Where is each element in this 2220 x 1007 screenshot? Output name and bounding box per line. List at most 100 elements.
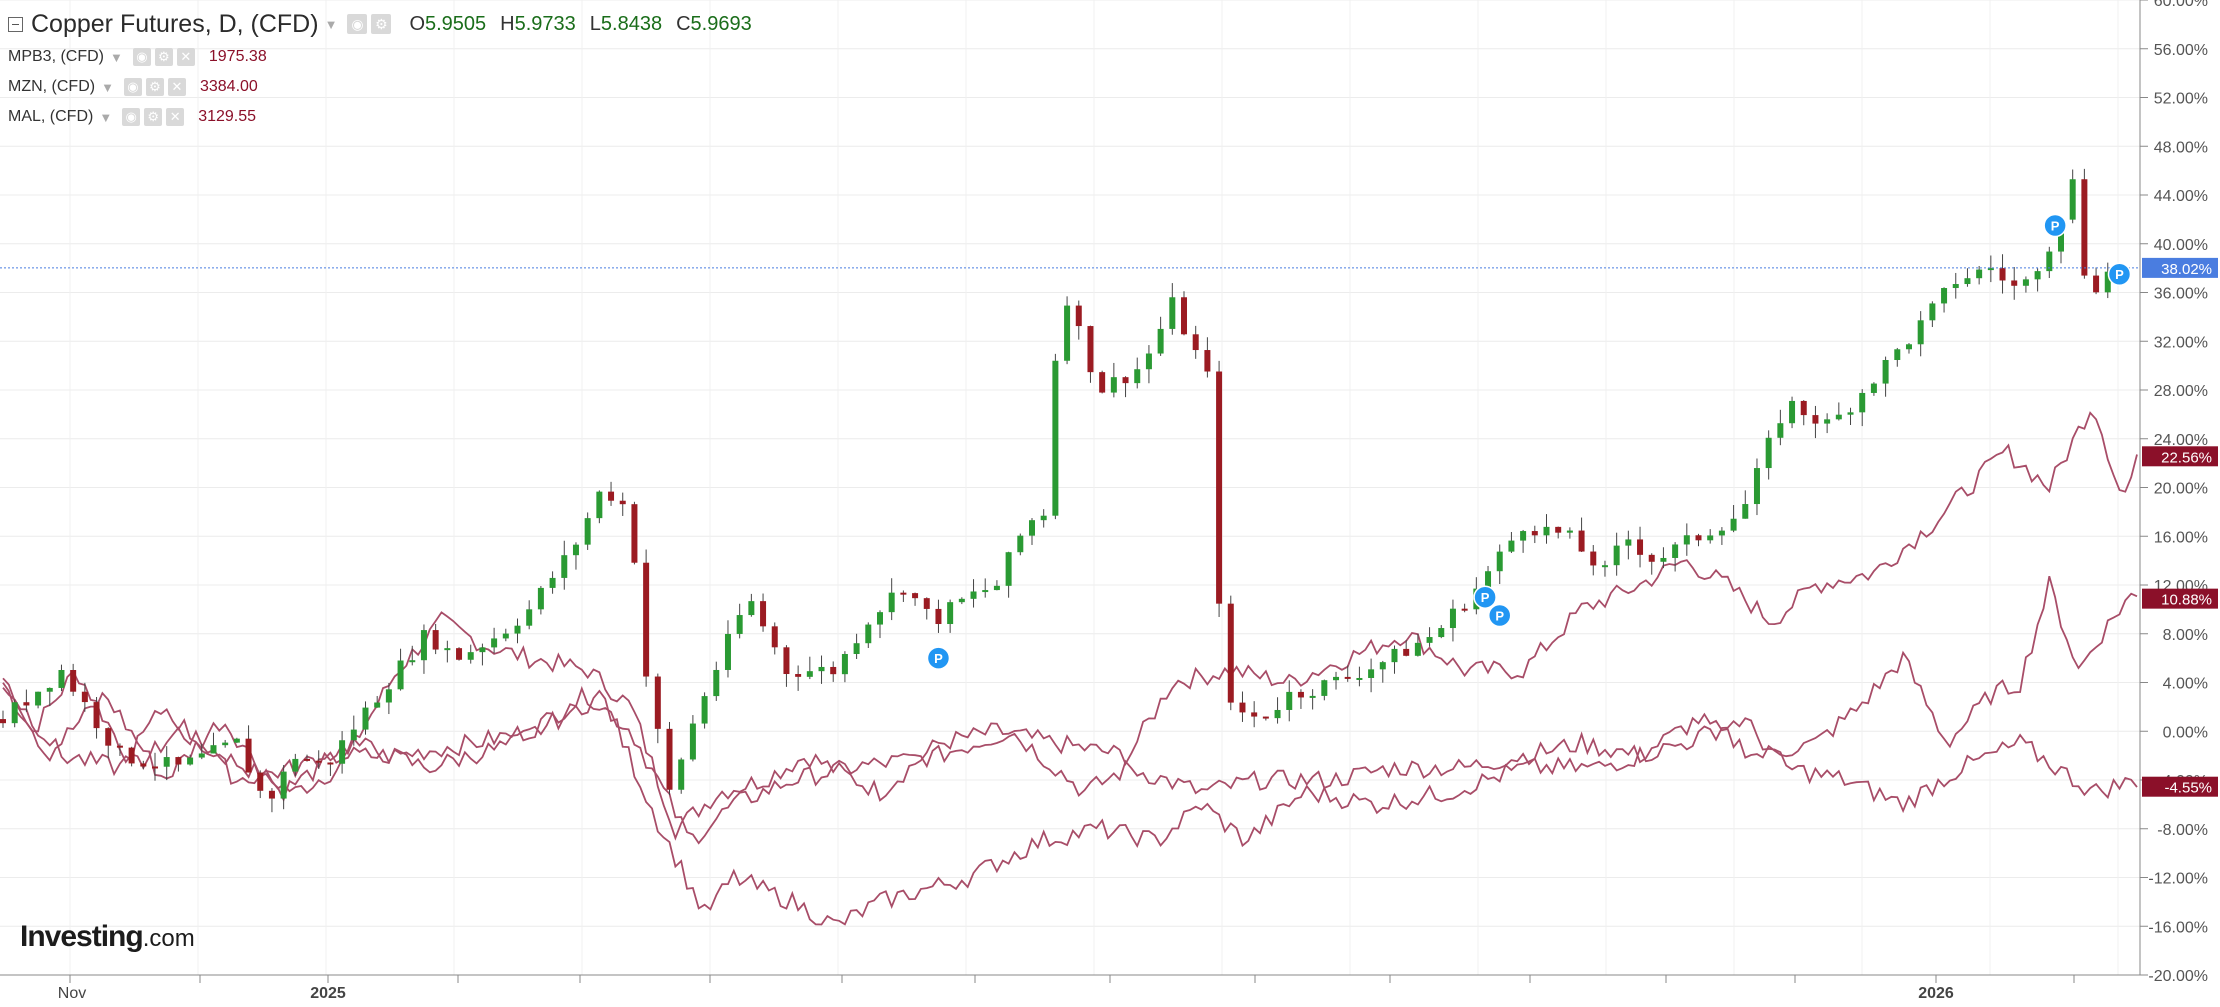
candle-body: [736, 615, 743, 634]
candle-body: [1262, 716, 1269, 719]
dropdown-caret-icon[interactable]: ▼: [99, 109, 113, 125]
candle-body: [2011, 280, 2018, 286]
compare-row-mpb3: MPB3, (CFD) ▼ ◉ ⚙ ✕ 1975.38: [8, 42, 752, 72]
compare-symbol[interactable]: MZN, (CFD): [8, 78, 96, 95]
candle-body: [1368, 669, 1375, 678]
candle-body: [795, 674, 802, 677]
candle-body: [1426, 637, 1433, 643]
candle-body: [46, 687, 53, 692]
dropdown-caret-icon[interactable]: ▼: [110, 49, 123, 65]
chart-legend: Copper Futures, D, (CFD) ▼ ◉ ⚙ O5.9505 H…: [8, 6, 752, 132]
candle-body: [467, 652, 474, 660]
gear-icon[interactable]: ⚙: [144, 108, 163, 126]
candle-body: [257, 772, 264, 791]
candle-body: [140, 763, 147, 767]
compare-symbol[interactable]: MPB3, (CFD): [8, 48, 104, 65]
candle-body: [1391, 648, 1398, 663]
candle-body: [93, 702, 100, 729]
compare-value: 3384.00: [199, 78, 258, 95]
candle-body: [1707, 535, 1714, 541]
candle-body: [1403, 648, 1410, 656]
candle-body: [2022, 279, 2029, 286]
candle-body: [619, 500, 626, 505]
y-tick-label: 8.00%: [2163, 627, 2208, 644]
candle-body: [912, 593, 919, 599]
gear-icon[interactable]: ⚙: [154, 48, 173, 66]
candle-body: [818, 666, 825, 672]
eye-icon[interactable]: ◉: [132, 48, 151, 66]
candle-body: [233, 738, 240, 743]
compare-series-line: [2, 411, 2138, 841]
candle-body: [1379, 662, 1386, 670]
candle-body: [1414, 642, 1421, 656]
candle-body: [1181, 297, 1188, 335]
candle-body: [1730, 518, 1737, 531]
compare-row-mal: MAL, (CFD) ▼ ◉ ⚙ ✕ 3129.55: [8, 102, 752, 132]
candle-body: [1648, 554, 1655, 562]
close-icon[interactable]: ✕: [176, 48, 195, 66]
candle-body: [1859, 392, 1866, 413]
candle-body: [923, 598, 930, 609]
close-icon[interactable]: ✕: [167, 78, 186, 96]
event-marker-p: [926, 646, 951, 670]
price-tag-label: 38.02%: [2161, 261, 2212, 278]
dropdown-caret-icon[interactable]: ▼: [101, 79, 114, 95]
close-icon[interactable]: ✕: [166, 108, 185, 126]
candle-body: [1543, 526, 1550, 536]
candle-body: [1461, 608, 1468, 611]
candle-body: [1905, 344, 1912, 350]
candle-body: [1976, 269, 1983, 279]
collapse-icon[interactable]: [8, 16, 23, 32]
compare-value: 1975.38: [208, 48, 267, 65]
price-tag: [2142, 588, 2218, 609]
event-marker-label: P: [1495, 608, 1504, 623]
y-tick-label: 16.00%: [2154, 529, 2208, 546]
compare-row-mzn: MZN, (CFD) ▼ ◉ ⚙ ✕ 3384.00: [8, 72, 752, 102]
candle-body: [2104, 271, 2111, 293]
candle-body: [608, 491, 615, 501]
compare-symbol[interactable]: MAL, (CFD): [8, 108, 94, 125]
y-tick-label: 60.00%: [2154, 0, 2208, 10]
candle-body: [362, 707, 369, 730]
candle-body: [0, 719, 6, 724]
candle-body: [1274, 709, 1281, 719]
candle-body: [1999, 268, 2006, 281]
candle-body: [1309, 695, 1316, 698]
candle-body: [701, 696, 708, 724]
price-tag: [2142, 446, 2218, 467]
candle-body: [292, 758, 299, 772]
eye-icon[interactable]: ◉: [347, 14, 368, 34]
x-tick-label: Nov: [58, 985, 86, 1002]
candle-body: [1333, 676, 1340, 681]
y-tick-label: 56.00%: [2154, 42, 2208, 59]
candle-body: [1683, 535, 1690, 545]
candle-body: [1438, 628, 1445, 638]
gear-icon[interactable]: ⚙: [371, 14, 392, 34]
dropdown-caret-icon[interactable]: ▼: [324, 16, 338, 32]
candle-body: [1485, 571, 1492, 589]
candle-body: [1894, 349, 1901, 360]
candle-body: [1216, 371, 1223, 604]
candle-body: [713, 669, 720, 697]
gear-icon[interactable]: ⚙: [145, 78, 164, 96]
candle-body: [1145, 353, 1152, 370]
candle-body: [1087, 326, 1094, 373]
candle-body: [35, 691, 42, 706]
eye-icon[interactable]: ◉: [123, 78, 142, 96]
candle-body: [1017, 535, 1024, 553]
eye-icon[interactable]: ◉: [122, 108, 141, 126]
candle-body: [456, 648, 463, 660]
candle-body: [1192, 334, 1199, 351]
candle-body: [58, 670, 65, 688]
candle-body: [1227, 603, 1234, 703]
candle-body: [1941, 288, 1948, 304]
candle-body: [11, 702, 18, 724]
event-marker-p: [1473, 585, 1497, 609]
price-tag: [2142, 776, 2218, 797]
candle-body: [537, 587, 544, 610]
candle-body: [1040, 515, 1047, 521]
symbol-title[interactable]: Copper Futures, D, (CFD): [31, 9, 319, 38]
candle-body: [1835, 414, 1842, 420]
